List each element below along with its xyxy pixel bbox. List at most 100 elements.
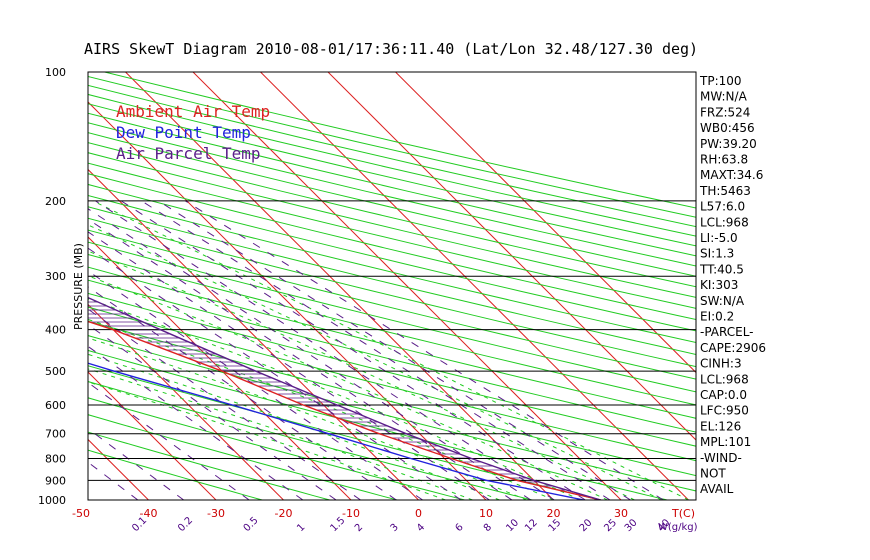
pressure-tick-label: 800 xyxy=(45,453,66,466)
mixing-ratio-line xyxy=(88,324,337,500)
mixing-ratio-label: 0.2 xyxy=(176,515,195,534)
bottom-temp-tick-label: -30 xyxy=(207,507,225,520)
pressure-tick-label: 300 xyxy=(45,270,66,283)
index-item: LCL:968 xyxy=(700,215,749,229)
index-item: SI:1.3 xyxy=(700,247,734,261)
bottom-temp-tick-label: -40 xyxy=(140,507,158,520)
pressure-tick-label: 900 xyxy=(45,474,66,487)
dry-adiabat xyxy=(88,173,696,321)
isotherm-line xyxy=(260,72,689,500)
index-item: CAPE:2906 xyxy=(700,341,766,355)
mixing-ratio-label: 0.5 xyxy=(242,515,261,534)
mixing-ratio-line xyxy=(141,200,611,500)
index-item: FRZ:524 xyxy=(700,105,750,119)
mixing-ratio-label: 6 xyxy=(453,522,465,534)
pressure-tick-label: 700 xyxy=(45,428,66,441)
legend: Ambient Air Temp Dew Point Temp Air Parc… xyxy=(116,102,270,163)
index-item: CINH:3 xyxy=(700,357,742,371)
index-item: KI:303 xyxy=(700,278,738,292)
pressure-tick-label: 400 xyxy=(45,324,66,337)
isotherm-line xyxy=(0,72,14,500)
legend-parcel: Air Parcel Temp xyxy=(116,144,261,163)
index-item: TT:40.5 xyxy=(699,262,744,276)
index-item: TP:100 xyxy=(699,74,742,88)
mixing-ratio-label: 12 xyxy=(523,517,540,534)
bottom-temp-tick-label: 20 xyxy=(547,507,561,520)
isotherm-line xyxy=(88,303,284,500)
index-item: PW:39.20 xyxy=(700,137,757,151)
pressure-tick-label: 600 xyxy=(45,399,66,412)
dry-adiabat xyxy=(88,229,696,380)
y-axis-label: PRESSURE (MB) xyxy=(72,243,85,330)
bottom-temp-tick-label: 30 xyxy=(614,507,628,520)
bottom-temp-tick-label: -10 xyxy=(342,507,360,520)
parcel-line xyxy=(88,296,601,500)
mixing-ratio-line xyxy=(185,200,664,500)
index-item: LI:-5.0 xyxy=(700,231,738,245)
mixing-ratio-line xyxy=(88,308,361,500)
mixing-ratio-label: 8 xyxy=(482,522,494,534)
index-item: TH:5463 xyxy=(699,184,751,198)
mixing-ratio-line xyxy=(88,345,304,500)
bottom-temp-tick-label: 0 xyxy=(415,507,422,520)
isotherm-line xyxy=(88,168,419,500)
index-item: WB0:456 xyxy=(700,121,755,135)
isotherm-line xyxy=(192,72,622,500)
index-item: MAXT:34.6 xyxy=(700,168,763,182)
isobars xyxy=(88,200,696,481)
dry-adiabat xyxy=(88,122,696,267)
dry-adiabat xyxy=(88,112,696,257)
index-item: MW:N/A xyxy=(700,90,748,104)
dry-adiabat xyxy=(88,266,696,419)
mixing-ratio-line xyxy=(88,286,397,500)
pressure-tick-label: 1000 xyxy=(38,494,66,507)
moist-adiabat xyxy=(88,298,581,500)
index-item: RH:63.8 xyxy=(700,153,748,167)
dry-adiabat xyxy=(88,194,696,344)
pressure-tick-label: 200 xyxy=(45,195,66,208)
index-item: L57:6.0 xyxy=(700,200,745,214)
dry-adiabat xyxy=(88,142,696,288)
index-item: EL:126 xyxy=(700,419,741,433)
index-item: CAP:0.0 xyxy=(700,388,747,402)
dewpoint-line xyxy=(88,362,585,500)
pressure-tick-label: 500 xyxy=(45,365,66,378)
isotherm-line xyxy=(88,236,352,500)
dry-adiabat xyxy=(88,431,330,500)
dry-adiabat xyxy=(88,365,600,500)
mixing-ratio-line xyxy=(88,208,532,500)
dry-adiabat xyxy=(88,397,465,500)
isotherm-line xyxy=(327,72,696,441)
index-item: LCL:968 xyxy=(700,372,749,386)
dry-adiabat xyxy=(88,253,696,406)
profiles xyxy=(88,296,601,500)
index-item: NOT xyxy=(700,467,726,481)
mixing-ratio-label: 3 xyxy=(389,522,401,534)
mixing-ratio-label: 10 xyxy=(504,517,521,534)
legend-ambient: Ambient Air Temp xyxy=(116,102,270,121)
index-item: AVAIL xyxy=(700,482,734,496)
mixing-ratio-line xyxy=(88,231,490,500)
dry-adiabat xyxy=(88,381,533,500)
mixing-ratio-line xyxy=(120,200,586,500)
index-item: LFC:950 xyxy=(700,404,749,418)
dry-adiabat xyxy=(88,132,696,277)
legend-dewpoint: Dew Point Temp xyxy=(116,123,251,142)
pressure-tick-label: 100 xyxy=(45,66,66,79)
mixing-ratio-line xyxy=(88,428,184,500)
isotherm-line xyxy=(125,72,554,500)
chart-title: AIRS SkewT Diagram 2010-08-01/17:36:11.4… xyxy=(84,40,698,58)
index-item: -WIND- xyxy=(700,451,742,465)
mixing-ratio-line xyxy=(88,270,423,500)
moist-adiabat xyxy=(88,381,446,500)
mixing-ratio-label: 1 xyxy=(295,522,307,534)
isotherm-line xyxy=(0,72,81,500)
mixing-ratio-label: 20 xyxy=(578,517,595,534)
dry-adiabat xyxy=(88,449,263,500)
mixing-ratio-line xyxy=(88,461,139,500)
bottom-temp-tick-label: -20 xyxy=(275,507,293,520)
dry-adiabat xyxy=(88,162,696,309)
plot-frame xyxy=(87,71,697,501)
